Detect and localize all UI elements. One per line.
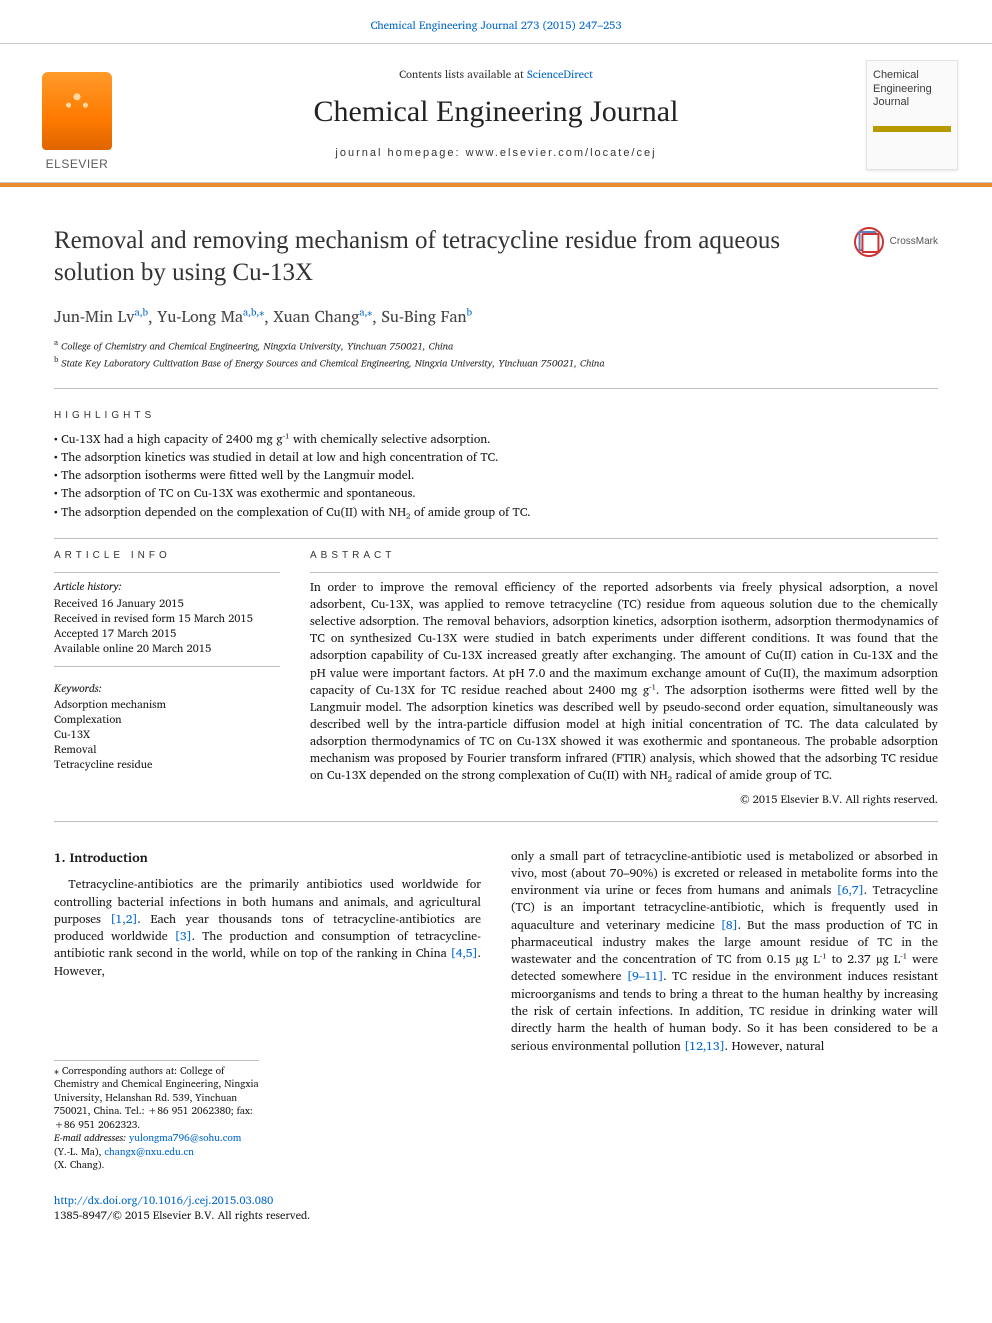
corresponding-footnote: ⁎ Corresponding authors at: College of C…: [54, 1065, 259, 1133]
intro-para-right: only a small part of tetracycline-antibi…: [511, 848, 938, 1055]
article-info-label: ARTICLE INFO: [54, 549, 280, 563]
corresponding-star-icon[interactable]: ⁎: [259, 305, 264, 321]
history-head: Article history:: [54, 579, 280, 594]
authors-line: Jun-Min Lva,b, Yu-Long Maa,b,⁎, Xuan Cha…: [0, 295, 992, 335]
abstract-column: ABSTRACT In order to improve the removal…: [310, 549, 938, 807]
body-columns: 1. Introduction Tetracycline-antibiotics…: [0, 848, 992, 1187]
author-4-name: Su-Bing Fan: [381, 304, 466, 330]
email-who-2: (X. Chang).: [54, 1157, 104, 1173]
corresponding-star-icon[interactable]: ⁎: [367, 305, 372, 321]
crossmark-badge[interactable]: CrossMark: [854, 227, 938, 257]
highlight-item: The adsorption isotherms were fitted wel…: [54, 467, 938, 485]
citation-link[interactable]: [9–11]: [627, 967, 663, 986]
highlight-item: Cu-13X had a high capacity of 2400 mg g⁻…: [54, 431, 938, 449]
aff-text-a: College of Chemistry and Chemical Engine…: [61, 338, 453, 354]
abstract-copyright: © 2015 Elsevier B.V. All rights reserved…: [310, 792, 938, 807]
journal-masthead: ELSEVIER Contents lists available at Sci…: [0, 43, 992, 183]
contents-line: Contents lists available at ScienceDirec…: [140, 67, 852, 82]
highlight-item: The adsorption depended on the complexat…: [54, 504, 938, 522]
abstract-label: ABSTRACT: [310, 549, 938, 563]
body-left-column: 1. Introduction Tetracycline-antibiotics…: [54, 848, 481, 1173]
cover-line-2: Engineering: [873, 83, 951, 97]
contents-prefix: Contents lists available at: [399, 65, 527, 83]
footnotes: ⁎ Corresponding authors at: College of C…: [54, 1060, 259, 1173]
citation-link[interactable]: [1,2]: [110, 910, 137, 929]
cover-accent-bar: [873, 126, 951, 132]
homepage-url[interactable]: www.elsevier.com/locate/cej: [466, 147, 657, 159]
aff-key-a: a: [54, 335, 58, 349]
journal-title: Chemical Engineering Journal: [140, 92, 852, 133]
doi-block: http://dx.doi.org/10.1016/j.cej.2015.03.…: [0, 1187, 992, 1241]
article-title: Removal and removing mechanism of tetrac…: [54, 225, 938, 289]
email-footnote: E-mail addresses: yulongma796@sohu.com (…: [54, 1132, 259, 1173]
elsevier-wordmark: ELSEVIER: [46, 156, 109, 172]
affiliation-a: a College of Chemistry and Chemical Engi…: [54, 337, 938, 354]
citation-link[interactable]: [4,5]: [451, 944, 478, 963]
abstract-text: In order to improve the removal efficien…: [310, 579, 938, 783]
author-3: Xuan Changa,⁎: [273, 304, 372, 330]
section-heading-intro: 1. Introduction: [54, 848, 481, 867]
author-2-name: Yu-Long Ma: [157, 304, 243, 330]
citation-link[interactable]: [6,7]: [837, 881, 864, 900]
rule: [54, 388, 938, 389]
author-1-aff[interactable]: a,b: [135, 305, 148, 321]
keywords-list: Adsorption mechanism Complexation Cu-13X…: [54, 697, 280, 771]
keywords-head: Keywords:: [54, 681, 280, 696]
sciencedirect-link[interactable]: ScienceDirect: [527, 65, 593, 83]
author-1: Jun-Min Lva,b: [54, 304, 148, 330]
citation-link[interactable]: [8]: [721, 916, 738, 935]
homepage-label: journal homepage:: [335, 147, 465, 159]
history-lines: Received 16 January 2015 Received in rev…: [54, 596, 280, 655]
highlight-item: The adsorption kinetics was studied in d…: [54, 449, 938, 467]
affiliations: a College of Chemistry and Chemical Engi…: [0, 335, 992, 383]
elsevier-tree-icon: [42, 72, 112, 150]
cover-line-1: Chemical: [873, 69, 951, 83]
email-link-2[interactable]: changx@nxu.edu.cn: [104, 1144, 193, 1160]
aff-key-b: b: [54, 352, 58, 366]
citation-link[interactable]: [12,13]: [684, 1037, 725, 1056]
elsevier-logo: ELSEVIER: [34, 56, 120, 172]
author-2-aff[interactable]: a,b,: [243, 305, 259, 321]
crossmark-label: CrossMark: [890, 235, 938, 249]
journal-cover-thumb: Chemical Engineering Journal: [866, 60, 958, 170]
aff-text-b: State Key Laboratory Cultivation Base of…: [61, 355, 604, 371]
intro-para-left: Tetracycline-antibiotics are the primari…: [54, 876, 481, 980]
cover-line-3: Journal: [873, 96, 951, 110]
keyword: Tetracycline residue: [54, 757, 280, 772]
rule: [54, 666, 280, 667]
rule: [54, 538, 938, 539]
author-2: Yu-Long Maa,b,⁎: [157, 304, 264, 330]
rule: [54, 572, 280, 573]
author-3-name: Xuan Chang: [273, 304, 359, 330]
history-line: Available online 20 March 2015: [54, 641, 280, 656]
citation-link[interactable]: [3]: [175, 927, 192, 946]
issn-copyright: 1385-8947/© 2015 Elsevier B.V. All right…: [54, 1206, 310, 1224]
body-right-column: only a small part of tetracycline-antibi…: [511, 848, 938, 1173]
rule: [310, 572, 938, 573]
highlights-list: Cu-13X had a high capacity of 2400 mg g⁻…: [0, 431, 992, 532]
highlights-label: HIGHLIGHTS: [0, 395, 992, 431]
highlight-item: The adsorption of TC on Cu-13X was exoth…: [54, 485, 938, 503]
crossmark-icon: [854, 227, 884, 257]
article-info-column: ARTICLE INFO Article history: Received 1…: [54, 549, 280, 807]
author-4: Su-Bing Fanb: [381, 304, 472, 330]
journal-homepage: journal homepage: www.elsevier.com/locat…: [140, 146, 852, 161]
author-1-name: Jun-Min Lv: [54, 304, 135, 330]
author-4-aff[interactable]: b: [467, 305, 473, 321]
rule: [54, 821, 938, 822]
running-head-citation[interactable]: Chemical Engineering Journal 273 (2015) …: [370, 16, 621, 34]
affiliation-b: b State Key Laboratory Cultivation Base …: [54, 354, 938, 371]
